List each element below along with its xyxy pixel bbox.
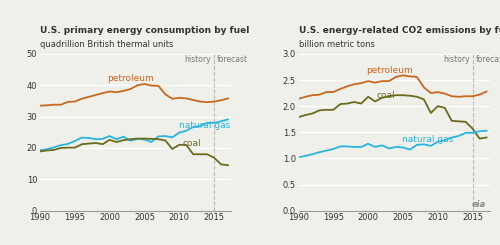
- Text: forecast: forecast: [476, 55, 500, 64]
- Text: natural gas: natural gas: [180, 121, 230, 130]
- Text: eia: eia: [472, 200, 486, 209]
- Text: coal: coal: [376, 91, 395, 100]
- Text: coal: coal: [182, 139, 202, 148]
- Text: billion metric tons: billion metric tons: [298, 40, 374, 49]
- Text: petroleum: petroleum: [366, 66, 412, 75]
- Text: quadrillion British thermal units: quadrillion British thermal units: [40, 40, 173, 49]
- Text: natural gas: natural gas: [402, 135, 453, 144]
- Text: U.S. energy-related CO2 emissions by fuel: U.S. energy-related CO2 emissions by fue…: [298, 26, 500, 35]
- Text: history: history: [443, 55, 470, 64]
- Text: history: history: [184, 55, 212, 64]
- Text: U.S. primary energy consumption by fuel: U.S. primary energy consumption by fuel: [40, 26, 250, 35]
- Text: petroleum: petroleum: [107, 74, 154, 83]
- Text: forecast: forecast: [217, 55, 248, 64]
